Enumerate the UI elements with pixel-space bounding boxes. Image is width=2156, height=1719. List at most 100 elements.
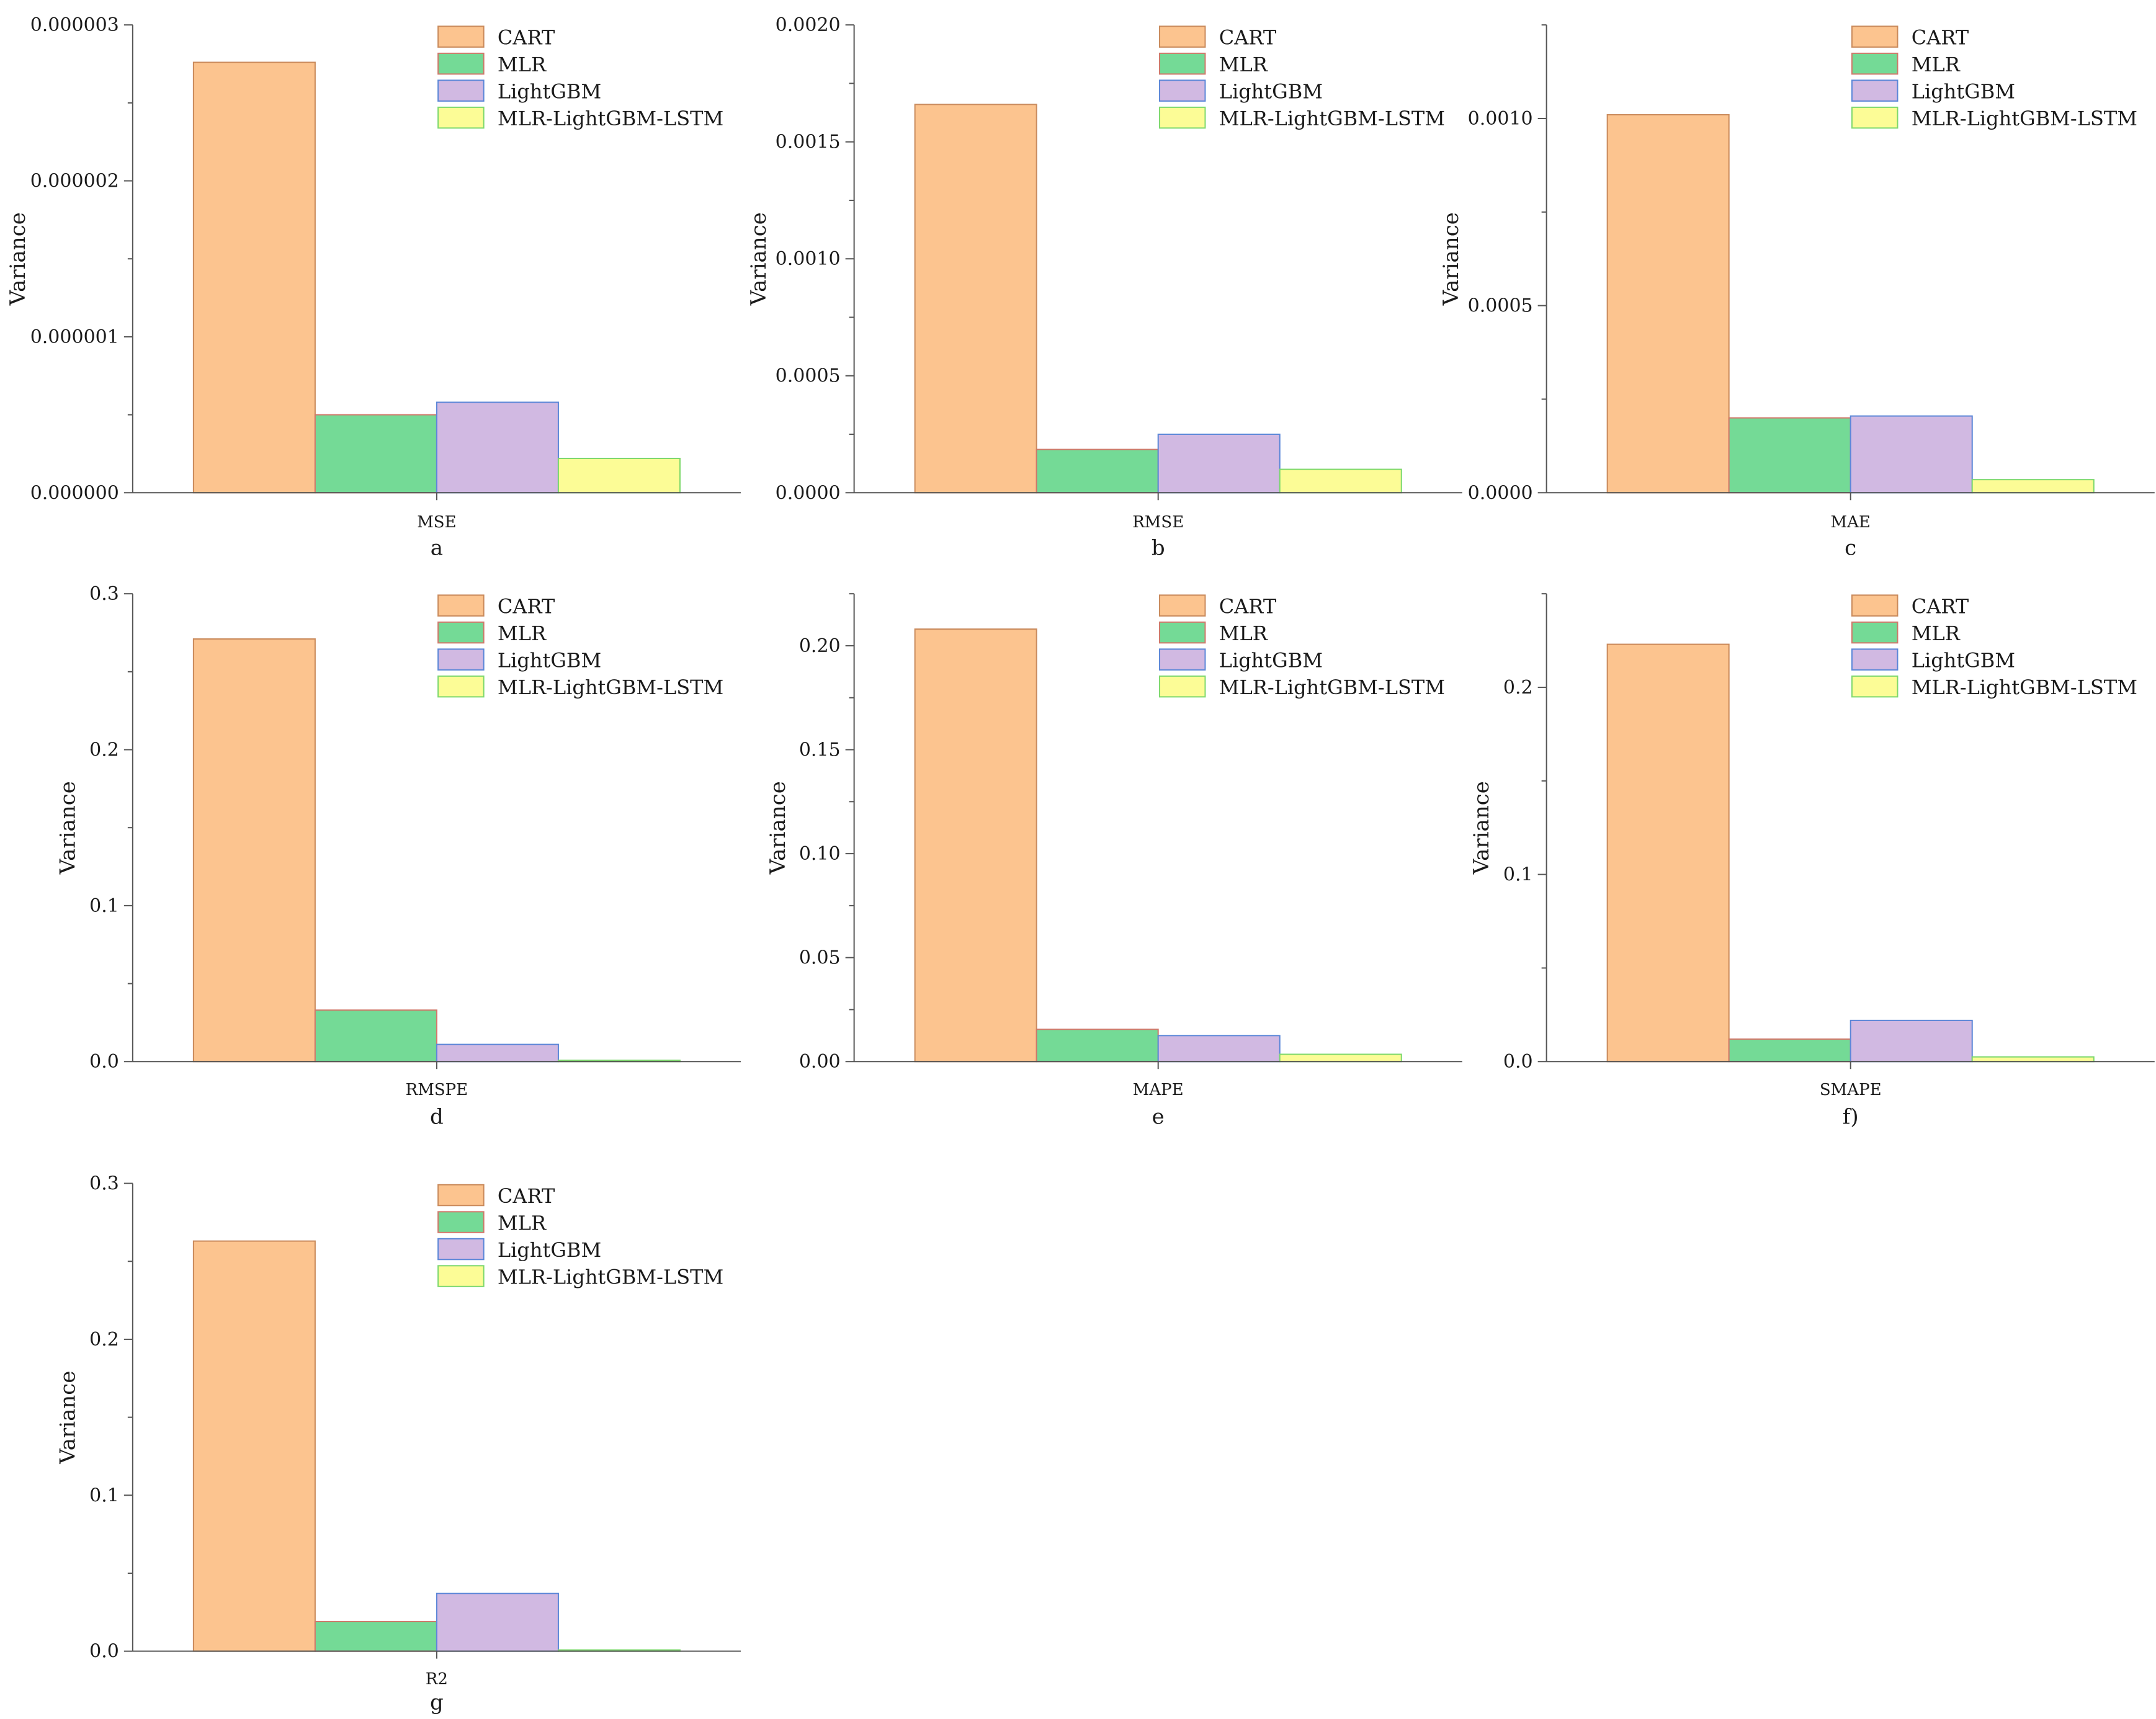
legend-swatch-mlr [1851, 621, 1899, 644]
legend-swatch-mlr [1851, 52, 1899, 75]
y-tick-label: 0.2 [89, 739, 119, 761]
bar-mlr [1728, 1038, 1851, 1063]
bar-cart [914, 628, 1037, 1063]
bar-lightgbm [436, 401, 559, 494]
legend-label: LightGBM [498, 1238, 601, 1262]
legend-label: LightGBM [498, 648, 601, 672]
legend: CART MLR LightGBM MLR-LightGBM-LSTM [1851, 25, 2137, 130]
legend-label: MLR [498, 53, 547, 76]
legend-label: CART [1219, 25, 1277, 49]
panel-label: f) [1843, 1105, 1859, 1130]
legend-swatch-mlr-lightgbm-lstm [1851, 675, 1899, 698]
y-tick-label: 0.0 [1503, 1051, 1533, 1073]
chart-panel-b: 0.0000 0.0005 0.0010 0.0015 0.0020 RMSE b Varia… [746, 14, 1462, 561]
x-category-label: MSE [417, 513, 456, 532]
legend-swatch-cart [1158, 25, 1206, 48]
y-tick-label: 0.1 [1503, 864, 1533, 886]
y-tick-label: 0.0 [89, 1641, 119, 1663]
panel-label: b [1152, 536, 1165, 561]
y-tick-label: 0.0 [89, 1051, 119, 1073]
legend-label: CART [498, 25, 555, 49]
y-tick-label: 0.2 [1503, 677, 1533, 699]
y-axis-label: Variance [1469, 781, 1494, 875]
legend-swatch-cart [437, 1184, 485, 1207]
legend-swatch-mlr [437, 52, 485, 75]
y-tick-label: 0.000002 [30, 171, 119, 192]
bar-lightgbm [436, 1043, 559, 1063]
legend: CART MLR LightGBM MLR-LightGBM-LSTM [1158, 25, 1445, 130]
chart-panel-g: 0.0 0.1 0.2 0.3 R2g Variance CART MLR LightGBM ML… [55, 1173, 741, 1715]
legend-label: CART [1219, 594, 1277, 618]
panel-label: g [430, 1690, 444, 1715]
y-tick-label: 0.15 [799, 739, 841, 761]
legend-swatch-mlr [1158, 52, 1206, 75]
bar-lightgbm [1850, 1019, 1973, 1063]
y-axis-label: Variance [766, 781, 790, 875]
legend-swatch-lightgbm [437, 79, 485, 102]
bar-cart [1606, 643, 1730, 1063]
bar-mlr [314, 1009, 437, 1063]
legend-swatch-mlr [437, 1211, 485, 1233]
y-tick-label: 0.0010 [776, 248, 841, 270]
legend-label: MLR-LightGBM-LSTM [1912, 107, 2137, 130]
bar-mlr [1036, 449, 1159, 494]
bar-mlr-lightgbm-lstm [1971, 479, 2095, 494]
bar-mlr [1728, 417, 1851, 494]
legend-swatch-lightgbm [1158, 648, 1206, 671]
y-tick-label: 0.000001 [30, 326, 119, 348]
legend-swatch-cart [1158, 594, 1206, 617]
x-category-label: R2 [426, 1670, 448, 1689]
legend-swatch-mlr-lightgbm-lstm [1851, 106, 1899, 129]
legend-swatch-mlr [1158, 621, 1206, 644]
y-tick-label: 0.0000 [776, 482, 841, 504]
legend-label: MLR [498, 622, 547, 645]
bar-cart [192, 61, 316, 494]
legend: CART MLR LightGBM MLR-LightGBM-LSTM [437, 25, 723, 130]
chart-panel-a: 0.000000 0.000001 0.000002 0.000003 MSE a Vari… [6, 14, 741, 561]
legend-swatch-mlr-lightgbm-lstm [437, 106, 485, 129]
legend-swatch-mlr-lightgbm-lstm [437, 675, 485, 698]
legend-label: MLR-LightGBM-LSTM [1219, 676, 1445, 699]
legend-label: LightGBM [498, 79, 601, 103]
legend-swatch-cart [437, 25, 485, 48]
legend-label: MLR [1912, 622, 1961, 645]
legend-swatch-lightgbm [1851, 648, 1899, 671]
y-tick-label: 0.0015 [776, 132, 841, 153]
y-tick-label: 0.2 [89, 1329, 119, 1351]
legend-swatch-mlr [437, 621, 485, 644]
y-axis-label: Variance [55, 781, 80, 875]
bar-mlr-lightgbm-lstm [1971, 1056, 2095, 1063]
bar-mlr-lightgbm-lstm [1279, 1053, 1402, 1063]
legend-label: MLR [1219, 622, 1268, 645]
chart-panel-c: 0.0000 0.0005 0.0010 MAE c Variance CART MLR Lig… [1439, 24, 2155, 561]
legend-swatch-mlr-lightgbm-lstm [1158, 675, 1206, 698]
panel-label: d [430, 1105, 444, 1130]
bar-lightgbm [436, 1592, 559, 1652]
bar-mlr [314, 1620, 437, 1652]
bar-mlr [314, 414, 437, 494]
legend-swatch-lightgbm [437, 1238, 485, 1261]
legend-label: LightGBM [1912, 648, 2015, 672]
y-tick-label: 0.0005 [1468, 295, 1533, 317]
bar-lightgbm [1157, 434, 1281, 494]
y-axis-label: Variance [746, 212, 771, 306]
legend-label: MLR [1219, 53, 1268, 76]
legend-swatch-mlr-lightgbm-lstm [437, 1265, 485, 1287]
legend-label: MLR-LightGBM-LSTM [498, 676, 723, 699]
legend-label: MLR-LightGBM-LSTM [498, 1265, 723, 1288]
legend-label: LightGBM [1219, 79, 1323, 103]
y-tick-label: 0.00 [799, 1051, 841, 1073]
bar-cart [192, 638, 316, 1063]
chart-panel-f: 0.0 0.1 0.2 SMAPE f) Variance CART MLR LightGBM M… [1469, 593, 2155, 1130]
legend-swatch-lightgbm [437, 648, 485, 671]
y-tick-label: 0.1 [89, 895, 119, 917]
panel-label: e [1152, 1105, 1165, 1130]
legend-label: MLR-LightGBM-LSTM [1912, 676, 2137, 699]
legend-label: LightGBM [1219, 648, 1323, 672]
legend-label: CART [498, 594, 555, 618]
x-category-label: MAPE [1133, 1081, 1184, 1099]
legend-swatch-lightgbm [1158, 79, 1206, 102]
chart-panel-e: 0.00 0.05 0.10 0.15 0.20 MAPE e Variance CART MLR… [766, 593, 1462, 1130]
y-tick-label: 0.05 [799, 947, 841, 969]
